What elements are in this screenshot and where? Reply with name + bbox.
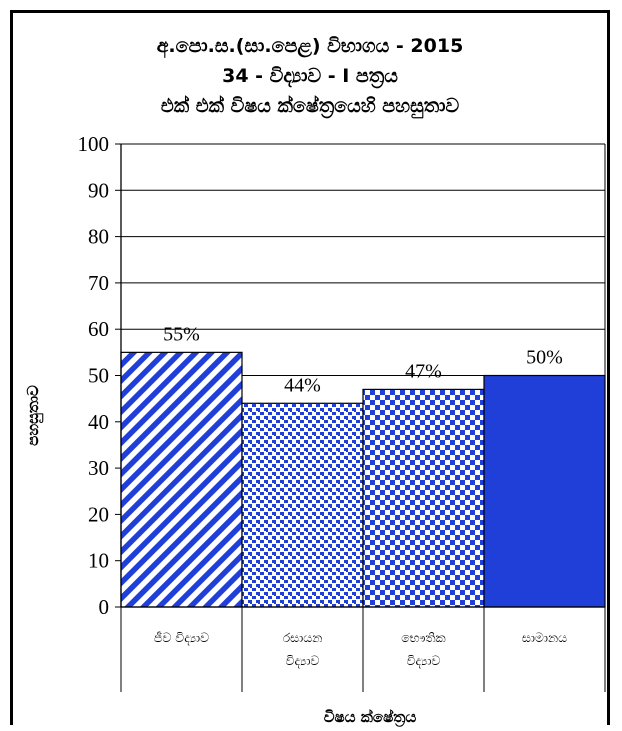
y-tick-label-30: 30: [88, 456, 109, 480]
category-label-1-0: රසායන: [283, 630, 324, 645]
data-label-1: 44%: [284, 374, 321, 396]
category-label-0-0: ජීව විද්‍යාව: [154, 630, 209, 646]
data-label-0: 55%: [163, 323, 200, 345]
y-tick-label-50: 50: [88, 364, 109, 388]
category-label-3-0: සාමානය: [522, 630, 567, 645]
data-label-2: 47%: [405, 360, 442, 382]
category-label-1-1: විද්‍යාව: [286, 653, 320, 669]
category-label-2-1: විද්‍යාව: [407, 653, 441, 669]
y-tick-label-20: 20: [88, 502, 109, 526]
y-tick-label-100: 100: [78, 132, 110, 156]
data-label-3: 50%: [526, 347, 563, 369]
y-tick-label-60: 60: [88, 317, 109, 341]
y-tick-label-0: 0: [99, 595, 110, 619]
bar-3: [483, 374, 606, 608]
bar-2: [362, 388, 485, 608]
x-axis-title: විෂය ක්ෂේත්‍රය: [324, 708, 417, 728]
y-axis-title: පහසුතාව: [24, 385, 44, 446]
category-label-2-0: භෞතික: [401, 630, 446, 645]
y-tick-label-40: 40: [88, 410, 109, 434]
y-tick-label-90: 90: [88, 178, 109, 202]
chart-title-line-2: 34 - විද්‍යාව - I පත්‍රය: [222, 65, 398, 87]
chart-title-line-1: අ.පො.ස.(සා.පෙළ) විභාගය - 2015: [156, 35, 464, 57]
bar-1: [241, 402, 364, 608]
y-tick-label-10: 10: [88, 549, 109, 573]
y-tick-label-80: 80: [88, 225, 109, 249]
chart-frame: අ.පො.ස.(සා.පෙළ) විභාගය - 2015 34 - විද්‍…: [10, 10, 610, 725]
y-tick-label-70: 70: [88, 271, 109, 295]
bar-0: [120, 351, 243, 608]
chart-title-line-3: එක් එක් විෂය ක්ෂේත්‍රයෙහි පහසුතාව: [160, 95, 460, 117]
